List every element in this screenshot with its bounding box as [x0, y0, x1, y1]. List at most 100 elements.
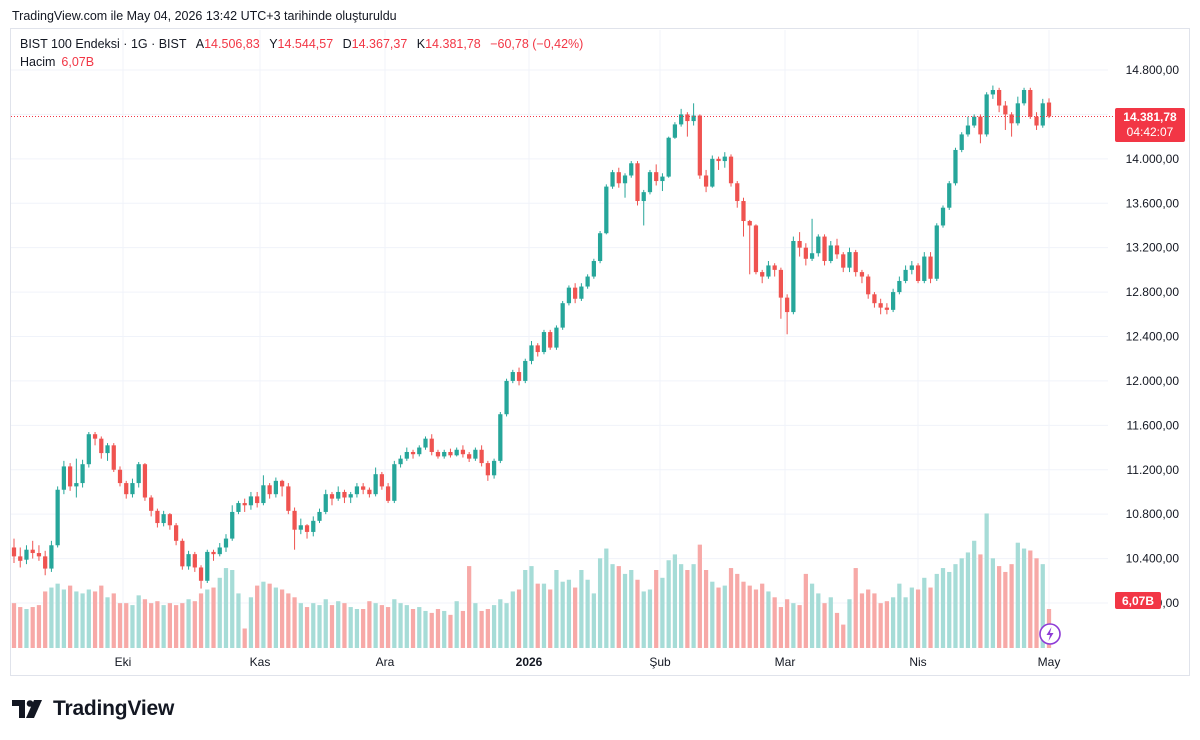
volume-bar [354, 609, 360, 648]
grid-lines [11, 30, 1108, 648]
volume-bar [130, 605, 135, 648]
candle-body [679, 114, 684, 125]
volume-bar [872, 593, 877, 648]
candle-body [735, 183, 740, 202]
volume-bar [585, 579, 590, 648]
volume-bar [803, 573, 808, 648]
volume-bar [373, 603, 378, 648]
candle-body [404, 451, 409, 459]
volume-bar [672, 554, 678, 648]
candle-body [311, 520, 316, 532]
candle-body [423, 438, 428, 448]
volume-bar [111, 593, 116, 648]
volume-bar [498, 599, 503, 648]
candle-body [136, 464, 141, 484]
candle-body [747, 221, 752, 226]
candle-body [959, 134, 964, 150]
last-price-label: 14.381,78 [1123, 110, 1177, 124]
volume-bar [398, 603, 403, 648]
candle-body [223, 538, 229, 548]
price-tick-label: 14.000,00 [1126, 152, 1180, 166]
volume-bar [541, 583, 547, 648]
candle-body [822, 236, 827, 261]
time-tick-label: Ara [376, 655, 395, 669]
candle-body [105, 445, 110, 454]
candle-body [597, 233, 603, 261]
price-tick-label: 12.400,00 [1126, 330, 1180, 344]
candle-body [909, 265, 914, 270]
candle-body [342, 491, 347, 498]
candle-body [1046, 102, 1052, 117]
candle-body [760, 272, 765, 277]
volume-bar [722, 585, 727, 648]
candle-body [548, 332, 553, 348]
candle-body [629, 163, 634, 176]
volume-bar [192, 601, 197, 648]
time-tick-label: Kas [250, 655, 271, 669]
candle-body [816, 236, 821, 254]
volume-bar [940, 568, 946, 648]
volume-bar [841, 624, 846, 648]
volume-bar [523, 570, 528, 648]
volume-bar [267, 583, 272, 648]
candle-body [772, 265, 777, 270]
volume-bar [741, 581, 746, 648]
candle-body [703, 175, 709, 187]
candle-body [728, 156, 734, 184]
candle-body [367, 489, 372, 495]
candle-body [853, 252, 858, 273]
candle-body [442, 451, 447, 457]
time-tick-label: Nis [909, 655, 926, 669]
volume-bar [753, 589, 759, 648]
candle-body [990, 89, 996, 95]
volume-bar [666, 560, 671, 648]
candle-body [884, 307, 890, 310]
candle-body [155, 510, 160, 524]
candle-body [55, 489, 60, 546]
volume-bar [972, 540, 977, 648]
candle-body [940, 207, 946, 226]
tradingview-logo[interactable]: TradingView [12, 697, 174, 721]
volume-bar [99, 585, 104, 648]
volume-bar [660, 577, 665, 648]
candle-body [192, 554, 197, 568]
volume-bar [298, 603, 303, 648]
volume-bar [30, 607, 35, 648]
symbol-title[interactable]: BIST 100 Endeksi · 1G · BIST [20, 37, 187, 51]
candle-body [504, 380, 509, 415]
candle-body [953, 149, 958, 184]
volume-bar [959, 558, 964, 648]
volume-bar [155, 601, 160, 648]
volume-bar [18, 607, 23, 648]
volume-bar [473, 603, 478, 648]
volume-bar [385, 607, 391, 648]
candle-body [99, 438, 104, 454]
volume-bar [716, 587, 721, 648]
high-value: 14.544,57 [277, 37, 334, 51]
price-tick-label: 10.400,00 [1126, 552, 1180, 566]
candle-body [11, 547, 17, 557]
volume-label[interactable]: Hacim [20, 55, 56, 69]
candle-body [797, 241, 802, 248]
candle-body [647, 172, 653, 193]
volume-bar [778, 607, 784, 648]
volume-bar [984, 513, 989, 648]
candle-body [523, 360, 528, 381]
volume-bar [336, 601, 341, 648]
volume-bar [691, 564, 696, 648]
candle-body [454, 449, 459, 456]
candle-body [710, 158, 715, 187]
volume-bar [548, 589, 553, 648]
price-tick-label: 12.800,00 [1126, 285, 1180, 299]
time-tick-label: Mar [775, 655, 796, 669]
candle-body [697, 115, 702, 176]
candle-body [149, 497, 154, 511]
candle-body [1028, 89, 1033, 117]
replay-icon[interactable] [1039, 623, 1061, 645]
volume-bar [61, 589, 66, 648]
candle-body [417, 447, 422, 455]
candle-body [255, 496, 260, 504]
candle-body [947, 183, 952, 208]
high-label: Y [269, 37, 278, 51]
